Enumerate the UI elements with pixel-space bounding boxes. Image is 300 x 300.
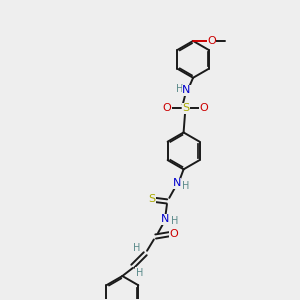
Text: H: H — [182, 181, 189, 191]
Text: H: H — [133, 243, 141, 253]
Text: O: O — [199, 103, 208, 113]
Text: S: S — [182, 103, 189, 113]
Text: H: H — [176, 84, 183, 94]
Text: H: H — [171, 216, 178, 226]
Text: H: H — [136, 268, 143, 278]
Text: O: O — [169, 229, 178, 239]
Text: O: O — [207, 36, 216, 46]
Text: S: S — [148, 194, 156, 204]
Text: O: O — [163, 103, 172, 113]
Text: N: N — [172, 178, 181, 188]
Text: N: N — [182, 85, 190, 95]
Text: N: N — [161, 214, 169, 224]
